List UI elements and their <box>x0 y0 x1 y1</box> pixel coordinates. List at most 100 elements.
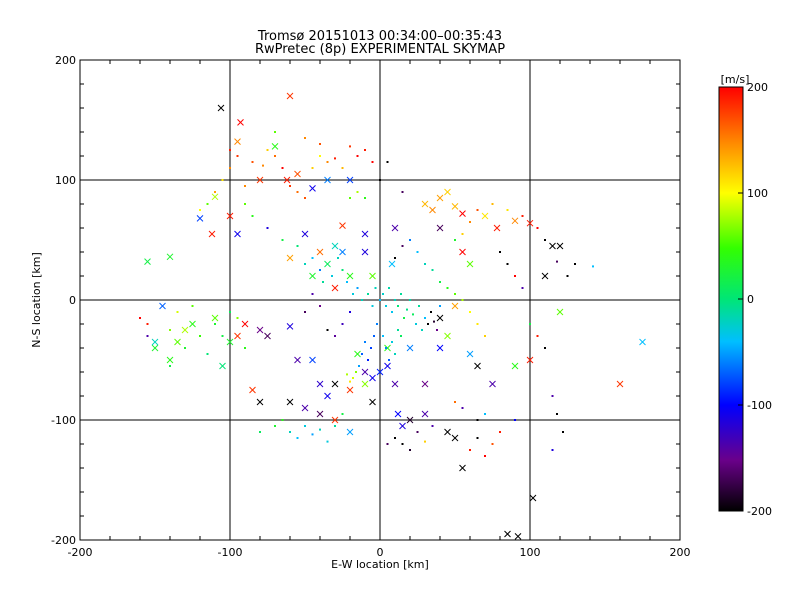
data-point-dot <box>221 179 224 181</box>
data-point-dot <box>401 191 404 193</box>
axis-ticks: -200 -100 0 100 200 -200 -100 0 100 200 <box>51 54 690 559</box>
data-point-dot <box>334 425 336 427</box>
data-point-dot <box>262 164 264 167</box>
data-point-cross <box>324 176 331 184</box>
data-point-cross <box>316 380 324 388</box>
data-point-dot <box>476 323 479 325</box>
data-point-dot <box>274 131 276 133</box>
data-point-dot <box>544 347 546 349</box>
data-point-cross <box>406 344 414 352</box>
data-point-cross <box>459 248 466 256</box>
data-point-cross <box>474 362 481 370</box>
data-point-dot <box>361 299 363 301</box>
colorbar-ticks: 200 100 0 -100 -200 <box>738 81 772 518</box>
data-point-cross <box>451 203 459 210</box>
data-point-dot <box>229 149 231 151</box>
data-point-dot <box>397 305 399 307</box>
data-point-cross <box>151 344 159 352</box>
data-points <box>139 92 646 540</box>
data-point-cross <box>346 176 354 184</box>
data-point-dot <box>424 263 426 265</box>
data-point-cross <box>451 302 459 310</box>
data-point-dot <box>469 221 471 223</box>
data-point-cross <box>511 217 519 225</box>
data-point-cross <box>421 380 429 388</box>
x-tick-label: -200 <box>68 546 93 559</box>
data-point-dot <box>199 335 201 337</box>
data-point-dot <box>266 149 269 151</box>
data-point-dot <box>454 239 456 241</box>
data-point-cross <box>394 410 402 418</box>
data-point-dot <box>461 299 464 301</box>
data-point-dot <box>236 155 239 157</box>
x-axis-label: E-W location [km] <box>331 558 429 571</box>
data-point-dot <box>370 347 372 349</box>
data-point-dot <box>296 245 299 247</box>
data-point-dot <box>326 161 329 163</box>
data-point-cross <box>256 398 264 406</box>
data-point-cross <box>444 332 451 340</box>
data-point-dot <box>244 347 246 349</box>
data-point-dot <box>406 308 408 311</box>
data-point-cross <box>346 272 354 280</box>
data-point-dot <box>439 281 441 283</box>
data-point-cross <box>174 338 181 346</box>
y-tick-label: 100 <box>55 174 76 187</box>
data-point-cross <box>331 242 339 250</box>
data-point-cross <box>331 380 339 388</box>
data-point-dot <box>349 380 351 383</box>
data-point-dot <box>514 419 516 421</box>
data-point-cross <box>144 258 151 265</box>
data-point-dot <box>391 341 393 343</box>
data-point-dot <box>304 197 306 199</box>
data-point-cross <box>264 332 271 340</box>
data-point-dot <box>433 320 435 323</box>
colorbar-tick-label: 100 <box>747 187 768 200</box>
data-point-dot <box>266 227 269 229</box>
data-point-dot <box>289 431 291 433</box>
data-point-dot <box>379 299 381 301</box>
data-point-dot <box>421 329 423 331</box>
data-point-dot <box>415 323 417 325</box>
data-point-dot <box>169 329 171 331</box>
data-point-dot <box>400 293 402 295</box>
data-point-cross <box>549 242 556 250</box>
data-point-dot <box>431 269 434 271</box>
data-point-dot <box>556 413 558 415</box>
data-point-dot <box>311 293 314 295</box>
data-point-dot <box>461 407 464 409</box>
data-point-dot <box>424 317 426 319</box>
data-point-dot <box>388 359 390 361</box>
data-point-dot <box>529 323 531 325</box>
data-point-dot <box>169 365 171 367</box>
data-point-dot <box>514 275 516 277</box>
data-point-cross <box>361 368 369 376</box>
data-point-dot <box>499 431 501 433</box>
data-point-cross <box>384 362 391 370</box>
data-point-cross <box>219 362 226 370</box>
data-point-cross <box>384 344 391 352</box>
colorbar-tick-label: 200 <box>747 81 768 94</box>
data-point-dot <box>401 443 404 445</box>
data-point-cross <box>421 200 429 208</box>
data-point-dot <box>281 167 284 169</box>
data-point-cross <box>556 242 564 250</box>
data-point-dot <box>484 455 486 457</box>
data-point-cross <box>451 434 459 442</box>
data-point-dot <box>551 395 554 397</box>
data-point-dot <box>371 305 374 307</box>
data-point-dot <box>341 323 344 325</box>
y-tick-label: 200 <box>55 54 76 67</box>
data-point-cross <box>249 386 256 394</box>
data-point-cross <box>541 272 549 280</box>
data-point-dot <box>386 161 389 163</box>
data-point-dot <box>391 311 393 313</box>
data-point-cross <box>369 272 376 280</box>
data-point-dot <box>206 203 209 205</box>
data-point-dot <box>352 377 354 379</box>
data-point-dot <box>521 287 524 289</box>
data-point-dot <box>418 305 420 307</box>
data-point-dot <box>394 299 396 301</box>
data-point-dot <box>184 347 186 349</box>
